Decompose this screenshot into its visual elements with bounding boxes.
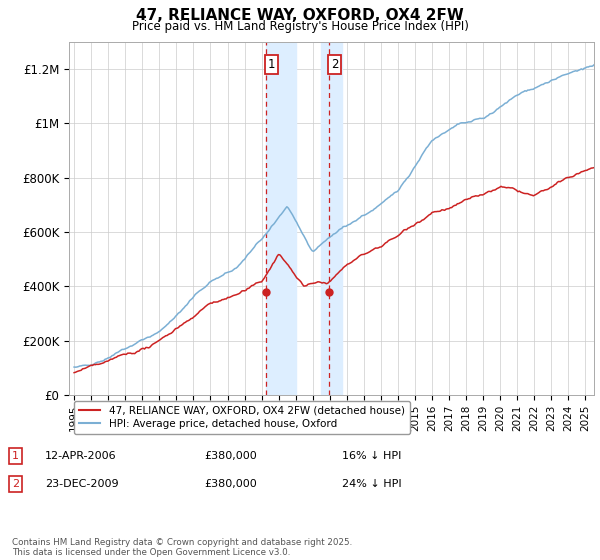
Text: 1: 1 (12, 451, 19, 461)
Text: 47, RELIANCE WAY, OXFORD, OX4 2FW: 47, RELIANCE WAY, OXFORD, OX4 2FW (136, 8, 464, 24)
Text: Contains HM Land Registry data © Crown copyright and database right 2025.
This d: Contains HM Land Registry data © Crown c… (12, 538, 352, 557)
Text: £380,000: £380,000 (204, 451, 257, 461)
Bar (321, 42, 342, 395)
Text: 1: 1 (268, 58, 275, 71)
Text: £380,000: £380,000 (204, 479, 257, 489)
Text: 23-DEC-2009: 23-DEC-2009 (45, 479, 119, 489)
Text: 2: 2 (12, 479, 19, 489)
Bar (266, 42, 296, 395)
Text: 24% ↓ HPI: 24% ↓ HPI (342, 479, 401, 489)
Text: 12-APR-2006: 12-APR-2006 (45, 451, 116, 461)
Legend: 47, RELIANCE WAY, OXFORD, OX4 2FW (detached house), HPI: Average price, detached: 47, RELIANCE WAY, OXFORD, OX4 2FW (detac… (74, 401, 410, 434)
Text: Price paid vs. HM Land Registry's House Price Index (HPI): Price paid vs. HM Land Registry's House … (131, 20, 469, 32)
Text: 16% ↓ HPI: 16% ↓ HPI (342, 451, 401, 461)
Text: 2: 2 (331, 58, 338, 71)
